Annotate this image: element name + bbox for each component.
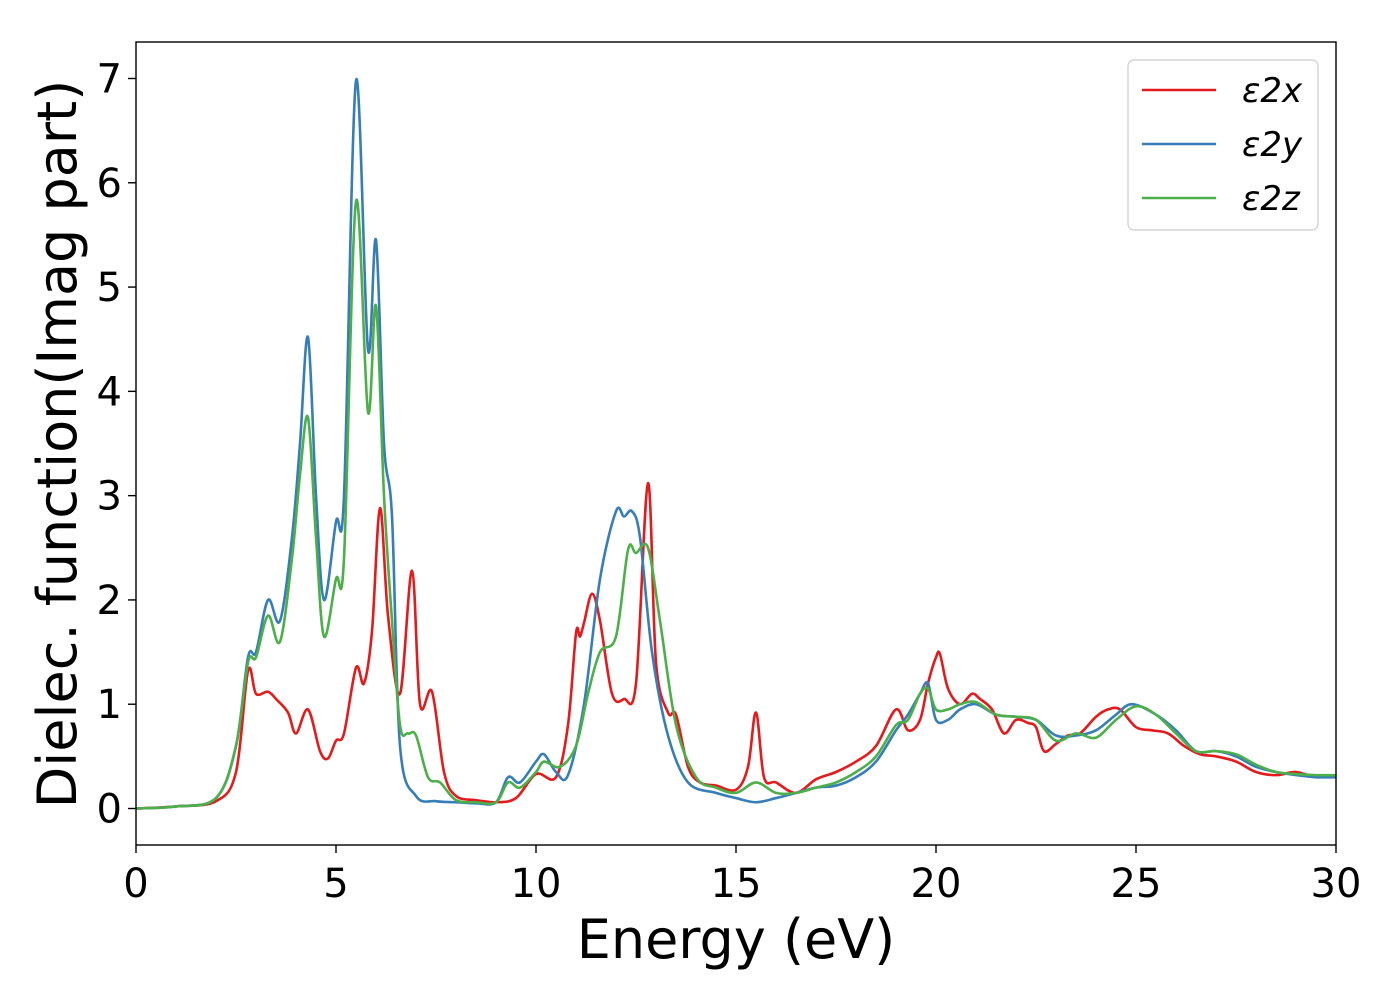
y-tick-label: 3: [97, 474, 122, 520]
y-tick-label: 7: [97, 57, 122, 103]
x-tick-label: 25: [1111, 861, 1162, 907]
y-axis-title: Dielec. function(Imag part): [26, 80, 89, 809]
series-line-3: [135, 198, 1337, 810]
x-tick-label: 10: [511, 861, 562, 907]
y-tick-label: 5: [97, 265, 122, 311]
x-axis-ticks: 0 5 10 15 20 25 30: [123, 845, 1361, 907]
y-axis-ticks: 0 1 2 3 4 5 6 7: [97, 57, 136, 833]
legend-label: ε2x: [1242, 71, 1303, 111]
x-tick-label: 30: [1311, 861, 1362, 907]
y-tick-label: 2: [97, 578, 122, 624]
y-tick-label: 4: [97, 369, 122, 415]
x-axis-title: Energy (eV): [577, 908, 896, 971]
legend-box: [1127, 59, 1319, 231]
legend: ε2x ε2y ε2z: [1127, 59, 1319, 231]
y-tick-label: 0: [97, 787, 122, 833]
x-tick-label: 0: [123, 861, 148, 907]
x-tick-label: 5: [323, 861, 348, 907]
y-tick-label: 1: [97, 682, 122, 728]
y-tick-label: 6: [97, 161, 122, 207]
legend-label: ε2z: [1242, 179, 1301, 219]
series-layer: [135, 77, 1337, 810]
x-tick-label: 15: [711, 861, 762, 907]
series-line-2: [135, 77, 1337, 810]
legend-label: ε2y: [1242, 125, 1303, 165]
x-tick-label: 20: [911, 861, 962, 907]
